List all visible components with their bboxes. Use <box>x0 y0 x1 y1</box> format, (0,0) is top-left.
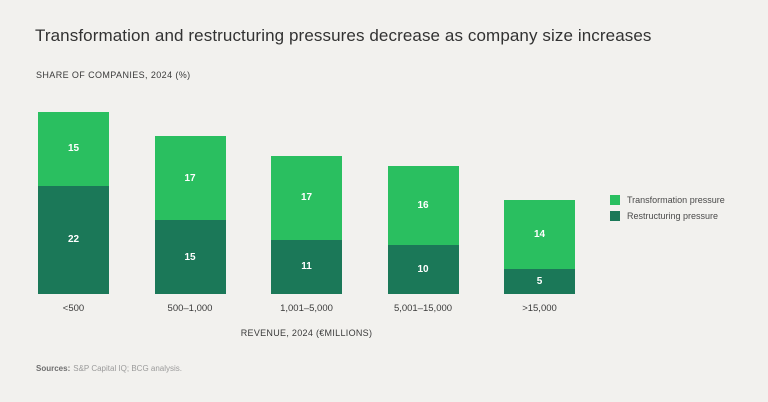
bar-value-label: 22 <box>67 234 80 246</box>
sources-label: Sources: <box>36 364 71 373</box>
bar-segment-restructuring: 11 <box>271 239 342 294</box>
sources-line: Sources: S&P Capital IQ; BCG analysis. <box>36 364 182 373</box>
bar-value-label: 5 <box>536 276 543 288</box>
bar-group: 16 10 5,001–15,000 <box>387 165 459 314</box>
bar-segment-restructuring: 5 <box>504 269 575 294</box>
bar-segment-transformation: 17 <box>271 155 342 240</box>
bar-segment-restructuring: 10 <box>387 244 459 294</box>
legend-swatch-restructuring <box>610 211 620 221</box>
x-axis-tick-label: 5,001–15,000 <box>393 303 453 314</box>
bar-segment-transformation: 14 <box>504 200 575 270</box>
chart-area: 15 22 <500 17 15 500–1,000 17 11 1,001–5,000 16 10… <box>38 100 575 314</box>
bar-value-label: 15 <box>67 143 80 155</box>
page-title: Transformation and restructuring pressur… <box>35 26 652 45</box>
bar-value-label: 15 <box>184 251 196 263</box>
x-axis-tick-label: 1,001–5,000 <box>280 303 333 314</box>
bar-value-label: 14 <box>533 229 546 241</box>
bar-segment-restructuring: 15 <box>154 220 226 294</box>
sources-text: S&P Capital IQ; BCG analysis. <box>73 364 183 373</box>
bar-value-label: 17 <box>300 192 313 204</box>
bar-group: 15 22 <500 <box>38 111 109 314</box>
legend-item-restructuring: Restructuring pressure <box>610 211 725 221</box>
legend-swatch-transformation <box>610 195 620 205</box>
x-axis-tick-label: >15,000 <box>522 303 557 314</box>
legend-label: Restructuring pressure <box>627 211 719 221</box>
bar-value-label: 10 <box>417 263 429 275</box>
bar-value-label: 16 <box>417 199 429 211</box>
x-axis-tick-label: <500 <box>62 303 85 314</box>
bar-group: 14 5 >15,000 <box>504 200 575 314</box>
legend-item-transformation: Transformation pressure <box>610 195 725 205</box>
bar-segment-transformation: 15 <box>38 111 109 186</box>
x-axis-tick-label: 500–1,000 <box>167 303 213 314</box>
bar-group: 17 11 1,001–5,000 <box>271 155 342 314</box>
bar-value-label: 11 <box>301 261 312 273</box>
bar-group: 17 15 500–1,000 <box>154 136 226 314</box>
bar-segment-restructuring: 22 <box>38 185 109 294</box>
bar-segment-transformation: 17 <box>154 136 226 221</box>
chart-subtitle: SHARE OF COMPANIES, 2024 (%) <box>36 70 191 80</box>
legend-label: Transformation pressure <box>627 195 725 205</box>
bar-value-label: 17 <box>184 172 196 184</box>
bar-segment-transformation: 16 <box>387 165 459 245</box>
x-axis-title: REVENUE, 2024 (€MILLIONS) <box>240 328 373 338</box>
legend: Transformation pressure Restructuring pr… <box>610 195 725 227</box>
